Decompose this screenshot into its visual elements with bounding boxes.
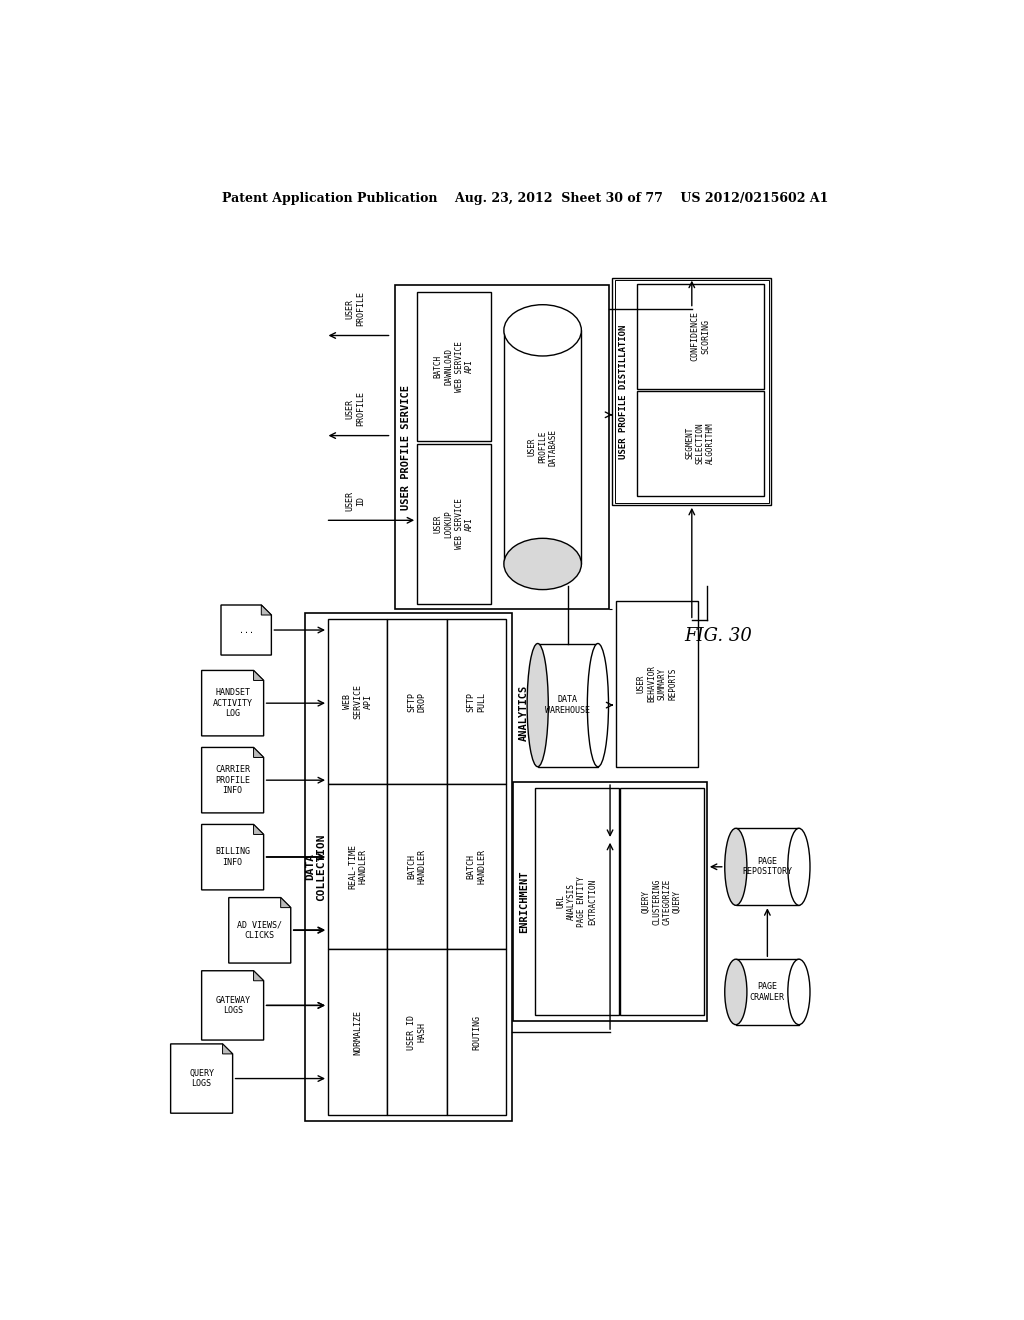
Polygon shape: [254, 747, 263, 758]
Polygon shape: [281, 898, 291, 908]
Bar: [387, 784, 446, 949]
Text: USER PROFILE SERVICE: USER PROFILE SERVICE: [401, 384, 412, 510]
Polygon shape: [202, 671, 263, 737]
Text: USER PROFILE DISTILLATION: USER PROFILE DISTILLATION: [620, 325, 629, 458]
Polygon shape: [254, 825, 263, 834]
Text: SFTP
PULL: SFTP PULL: [467, 692, 486, 711]
Bar: [504, 330, 582, 564]
Bar: [387, 619, 446, 784]
Polygon shape: [221, 605, 271, 655]
Text: PAGE
REPOSITORY: PAGE REPOSITORY: [742, 857, 793, 876]
Bar: [417, 444, 490, 605]
Bar: [535, 788, 618, 1015]
Bar: [616, 601, 697, 767]
Text: USER
PROFILE: USER PROFILE: [345, 290, 365, 326]
Polygon shape: [202, 970, 263, 1040]
Ellipse shape: [787, 960, 810, 1024]
Text: QUERY
CLUSTERING
CATEGORIZE
QUERY: QUERY CLUSTERING CATEGORIZE QUERY: [642, 878, 682, 924]
Bar: [395, 285, 608, 609]
Text: SEGMENT
SELECTION
ALGORITHM: SEGMENT SELECTION ALGORITHM: [685, 422, 715, 463]
Text: AD VIEWS/
CLICKS: AD VIEWS/ CLICKS: [238, 920, 283, 940]
Text: URL
ANALYSIS
PAGE ENTITY
EXTRACTION: URL ANALYSIS PAGE ENTITY EXTRACTION: [557, 876, 597, 927]
Text: ...: ...: [239, 626, 254, 635]
Text: CARRIER
PROFILE
INFO: CARRIER PROFILE INFO: [215, 766, 250, 795]
Text: USER
PROFILE: USER PROFILE: [345, 391, 365, 426]
Bar: [614, 280, 769, 503]
Text: NORMALIZE: NORMALIZE: [353, 1010, 362, 1055]
Text: SFTP
DROP: SFTP DROP: [408, 692, 427, 711]
Polygon shape: [202, 747, 263, 813]
Bar: [513, 781, 707, 1020]
Bar: [637, 284, 764, 389]
Polygon shape: [254, 970, 263, 981]
Text: HANDSET
ACTIVITY
LOG: HANDSET ACTIVITY LOG: [213, 688, 253, 718]
Polygon shape: [222, 1044, 232, 1053]
Text: USER ID
HASH: USER ID HASH: [408, 1015, 427, 1049]
Polygon shape: [171, 1044, 232, 1113]
Bar: [621, 788, 703, 1015]
Polygon shape: [228, 898, 291, 964]
Text: GATEWAY
LOGS: GATEWAY LOGS: [215, 995, 250, 1015]
Text: BATCH
HANDLER: BATCH HANDLER: [408, 849, 427, 884]
Text: DATA
COLLECTION: DATA COLLECTION: [305, 833, 327, 900]
Bar: [736, 829, 799, 906]
Text: USER
ID: USER ID: [345, 491, 365, 511]
Ellipse shape: [504, 539, 582, 590]
Bar: [446, 619, 506, 784]
Ellipse shape: [725, 960, 746, 1024]
Bar: [736, 960, 799, 1024]
Bar: [328, 619, 387, 784]
Ellipse shape: [725, 829, 746, 906]
Text: FIG. 30: FIG. 30: [685, 627, 753, 644]
Text: USER
PROFILE
DATABASE: USER PROFILE DATABASE: [527, 429, 557, 466]
Polygon shape: [202, 825, 263, 890]
Text: BATCH
DAWNLOAD
WEB SERVICE
API: BATCH DAWNLOAD WEB SERVICE API: [434, 341, 474, 392]
Ellipse shape: [527, 644, 548, 767]
Bar: [538, 644, 598, 767]
Text: WEB
SERVICE
API: WEB SERVICE API: [343, 684, 373, 719]
Text: BATCH
HANDLER: BATCH HANDLER: [467, 849, 486, 884]
Text: USER
BEHAVIOR
SUMMARY
REPORTS: USER BEHAVIOR SUMMARY REPORTS: [637, 665, 677, 702]
Ellipse shape: [787, 829, 810, 906]
Bar: [417, 292, 490, 441]
Text: USER
LOOKUP
WEB SERVICE
API: USER LOOKUP WEB SERVICE API: [434, 499, 474, 549]
Text: ENRICHMENT: ENRICHMENT: [519, 870, 529, 933]
Text: BILLING
INFO: BILLING INFO: [215, 847, 250, 867]
Text: CONFIDENCE
SCORING: CONFIDENCE SCORING: [690, 312, 710, 362]
Bar: [328, 784, 387, 949]
Ellipse shape: [504, 305, 582, 356]
Text: REAL-TIME
HANDLER: REAL-TIME HANDLER: [348, 845, 368, 890]
Polygon shape: [254, 671, 263, 681]
Bar: [387, 949, 446, 1114]
Ellipse shape: [588, 644, 608, 767]
Bar: [305, 612, 512, 1121]
Text: ANALYTICS: ANALYTICS: [519, 685, 529, 741]
Text: Patent Application Publication    Aug. 23, 2012  Sheet 30 of 77    US 2012/02156: Patent Application Publication Aug. 23, …: [221, 191, 828, 205]
Bar: [612, 277, 771, 506]
Text: ROUTING: ROUTING: [472, 1015, 481, 1049]
Bar: [446, 784, 506, 949]
Text: DATA
WAREHOUSE: DATA WAREHOUSE: [546, 696, 590, 715]
Bar: [637, 391, 764, 496]
Text: PAGE
CRAWLER: PAGE CRAWLER: [750, 982, 784, 1002]
Bar: [446, 949, 506, 1114]
Text: QUERY
LOGS: QUERY LOGS: [189, 1069, 214, 1088]
Polygon shape: [261, 605, 271, 615]
Bar: [328, 949, 387, 1114]
